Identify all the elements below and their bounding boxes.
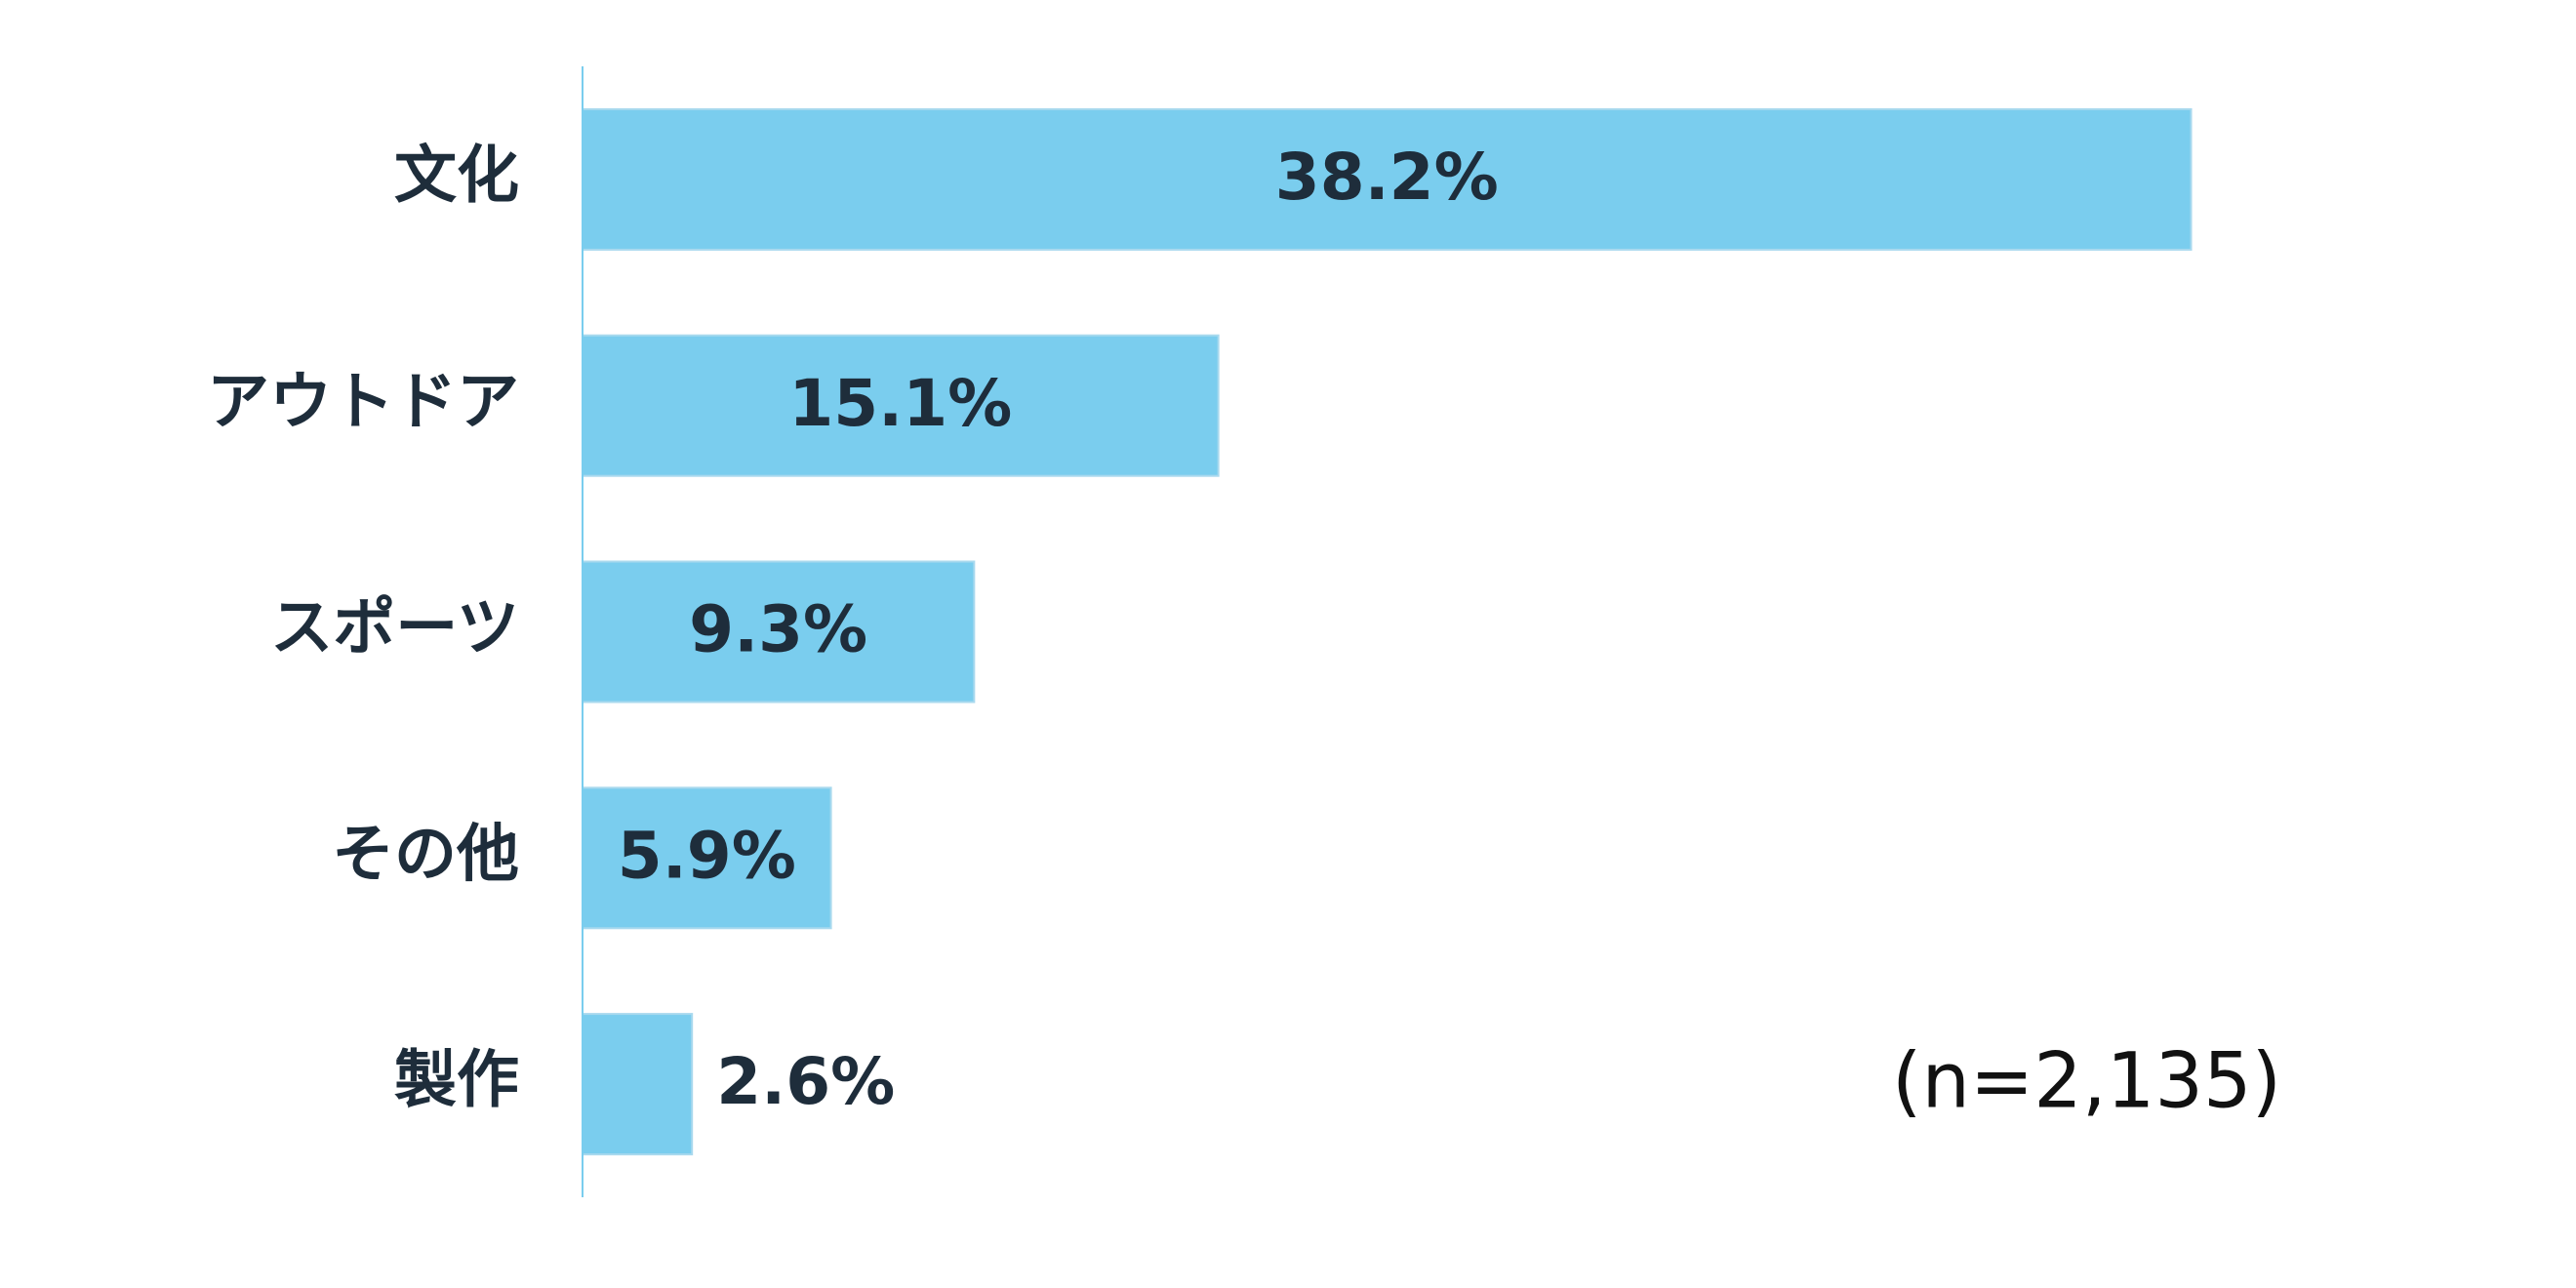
bar: [582, 786, 832, 930]
bar: [582, 1013, 694, 1156]
bar: [582, 334, 1220, 477]
category-label: 製作: [394, 1045, 519, 1117]
value-label: 5.9%: [618, 818, 796, 893]
category-label: アウトドア: [207, 366, 519, 438]
value-label: 38.2%: [1275, 140, 1499, 215]
bar: [582, 107, 2193, 251]
bar: [582, 560, 976, 704]
annotation: (n=2,135): [1892, 1037, 2281, 1125]
category-label: 文化: [394, 140, 519, 212]
value-label: 2.6%: [716, 1044, 895, 1119]
value-label: 9.3%: [689, 592, 867, 667]
value-label: 15.1%: [788, 366, 1012, 441]
category-label: スポーツ: [270, 592, 519, 664]
category-label: その他: [332, 819, 519, 891]
